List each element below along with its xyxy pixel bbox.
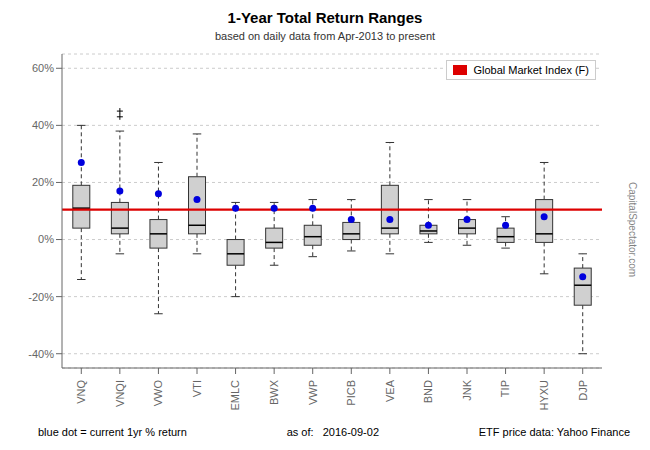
html-text:blue dot = current 1yr % retur: blue dot = current 1yr % return (38, 426, 187, 438)
svg-text:EMLC: EMLC (229, 380, 241, 411)
svg-text:20%: 20% (32, 176, 54, 188)
html-text:1-Year Total Return Ranges: 1-Year Total Return Ranges (227, 9, 423, 26)
html-text:based on daily data from Apr-2: based on daily data from Apr-2013 to pre… (214, 30, 436, 42)
svg-text:PICB: PICB (345, 380, 357, 406)
svg-text:60%: 60% (32, 62, 54, 74)
svg-text:40%: 40% (32, 119, 54, 131)
svg-text:HYXU: HYXU (538, 380, 550, 411)
svg-text:BWX: BWX (268, 379, 280, 405)
svg-text:VWP: VWP (307, 380, 319, 405)
svg-text:VEA: VEA (384, 379, 396, 402)
html-text:Global Market Index (F): Global Market Index (F) (473, 64, 589, 76)
svg-text:VTI: VTI (191, 380, 203, 397)
svg-text:BND: BND (422, 380, 434, 403)
svg-text:-20%: -20% (28, 291, 54, 303)
html-text:CapitalSpectator.com: CapitalSpectator.com (627, 182, 638, 278)
svg-text:TIP: TIP (499, 380, 511, 397)
html-text:as of: 2016-09-02: as of: 2016-09-02 (286, 426, 379, 438)
svg-text:-40%: -40% (28, 348, 54, 360)
svg-text:JNK: JNK (461, 379, 473, 400)
svg-text:0%: 0% (38, 233, 54, 245)
html-text:ETF price data: Yahoo Finance: ETF price data: Yahoo Finance (478, 426, 630, 438)
svg-text:VNQI: VNQI (114, 380, 126, 407)
svg-text:VWO: VWO (152, 380, 164, 407)
svg-text:VNQ: VNQ (75, 380, 87, 404)
svg-text:DJP: DJP (577, 380, 589, 401)
